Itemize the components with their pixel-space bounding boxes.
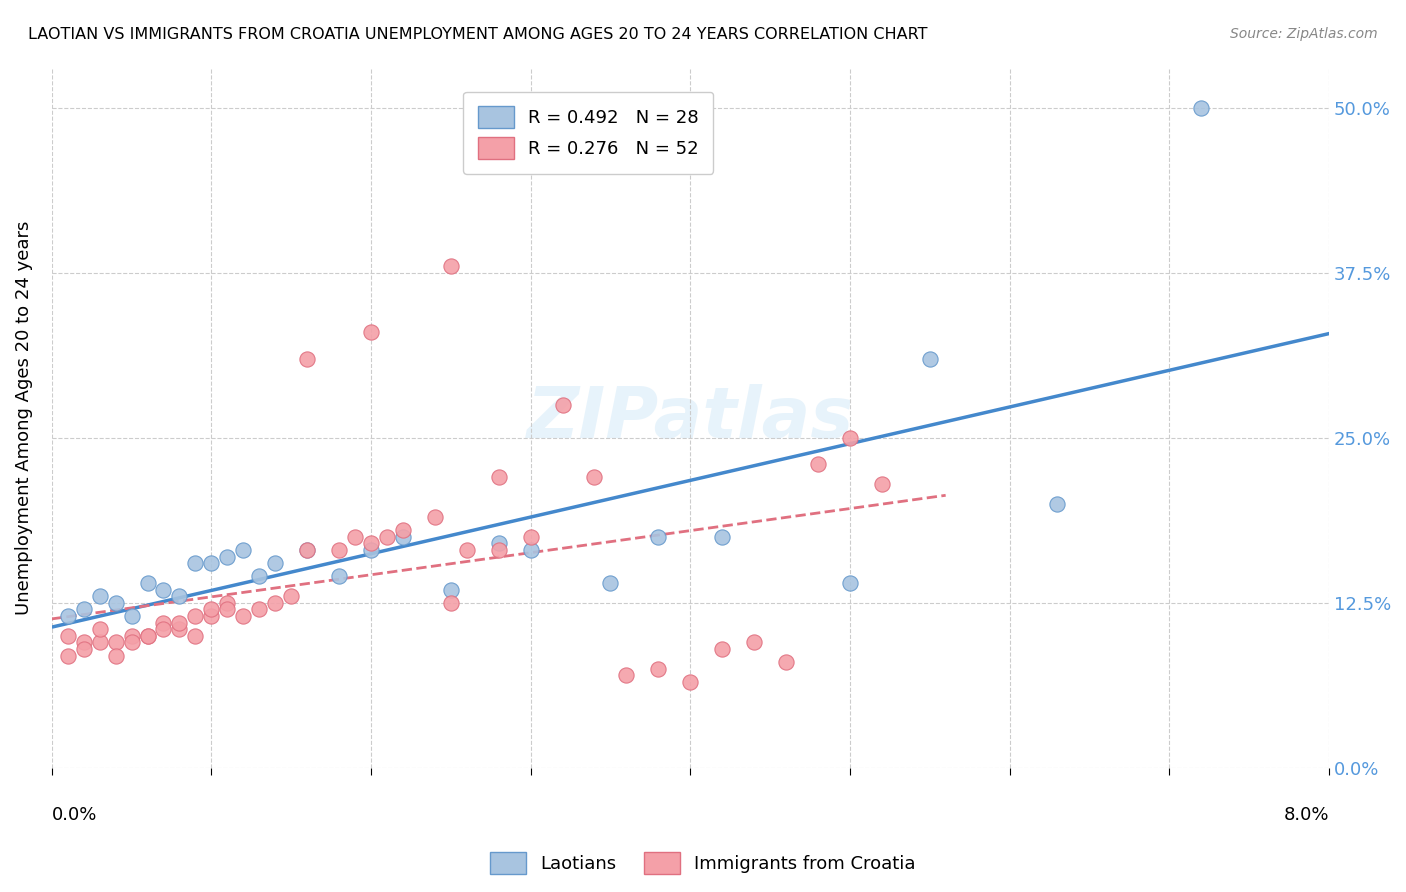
Point [440,596,463,610]
Point [89,589,111,603]
Point [152,622,174,636]
Point [56,609,79,624]
Point [152,582,174,597]
Point [1046,497,1069,511]
Point [152,615,174,630]
Point [136,629,159,643]
Point [56,629,79,643]
Point [423,510,446,524]
Point [1189,101,1212,115]
Point [264,596,287,610]
Point [169,589,191,603]
Point [440,260,463,274]
Point [360,536,382,550]
Text: Source: ZipAtlas.com: Source: ZipAtlas.com [1230,27,1378,41]
Point [360,543,382,558]
Point [295,543,318,558]
Text: 0.0%: 0.0% [52,806,97,824]
Point [73,602,96,616]
Point [136,576,159,591]
Point [838,576,860,591]
Point [488,536,510,550]
Point [647,662,669,676]
Point [392,523,415,537]
Point [217,596,239,610]
Point [295,543,318,558]
Point [295,351,318,366]
Point [89,635,111,649]
Point [184,629,207,643]
Point [184,609,207,624]
Text: 8.0%: 8.0% [1284,806,1329,824]
Point [375,530,398,544]
Point [104,648,127,663]
Point [519,543,541,558]
Point [679,675,702,690]
Point [184,556,207,570]
Point [519,530,541,544]
Point [56,648,79,663]
Point [583,470,606,484]
Point [89,622,111,636]
Point [440,582,463,597]
Point [200,556,222,570]
Point [711,530,734,544]
Point [328,569,350,583]
Point [488,543,510,558]
Point [280,589,302,603]
Point [647,530,669,544]
Point [136,629,159,643]
Point [217,549,239,564]
Point [456,543,478,558]
Point [328,543,350,558]
Point [73,642,96,657]
Point [73,635,96,649]
Point [360,326,382,340]
Point [711,642,734,657]
Point [807,457,830,471]
Point [742,635,765,649]
Point [616,668,638,682]
Point [121,629,143,643]
Point [870,477,893,491]
Point [232,543,254,558]
Point [217,602,239,616]
Text: LAOTIAN VS IMMIGRANTS FROM CROATIA UNEMPLOYMENT AMONG AGES 20 TO 24 YEARS CORREL: LAOTIAN VS IMMIGRANTS FROM CROATIA UNEMP… [28,27,928,42]
Point [232,609,254,624]
Point [488,470,510,484]
Point [200,609,222,624]
Point [121,609,143,624]
Point [264,556,287,570]
Point [247,569,270,583]
Point [838,431,860,445]
Point [169,615,191,630]
Point [344,530,367,544]
Point [169,622,191,636]
Point [775,655,797,669]
Y-axis label: Unemployment Among Ages 20 to 24 years: Unemployment Among Ages 20 to 24 years [15,221,32,615]
Legend: Laotians, Immigrants from Croatia: Laotians, Immigrants from Croatia [481,843,925,883]
Legend: R = 0.492   N = 28, R = 0.276   N = 52: R = 0.492 N = 28, R = 0.276 N = 52 [463,92,713,174]
Point [551,398,574,412]
Point [104,635,127,649]
Point [392,530,415,544]
Point [247,602,270,616]
Point [200,602,222,616]
Point [104,596,127,610]
Point [599,576,621,591]
Point [121,635,143,649]
Point [918,351,941,366]
Text: ZIPatlas: ZIPatlas [527,384,853,452]
